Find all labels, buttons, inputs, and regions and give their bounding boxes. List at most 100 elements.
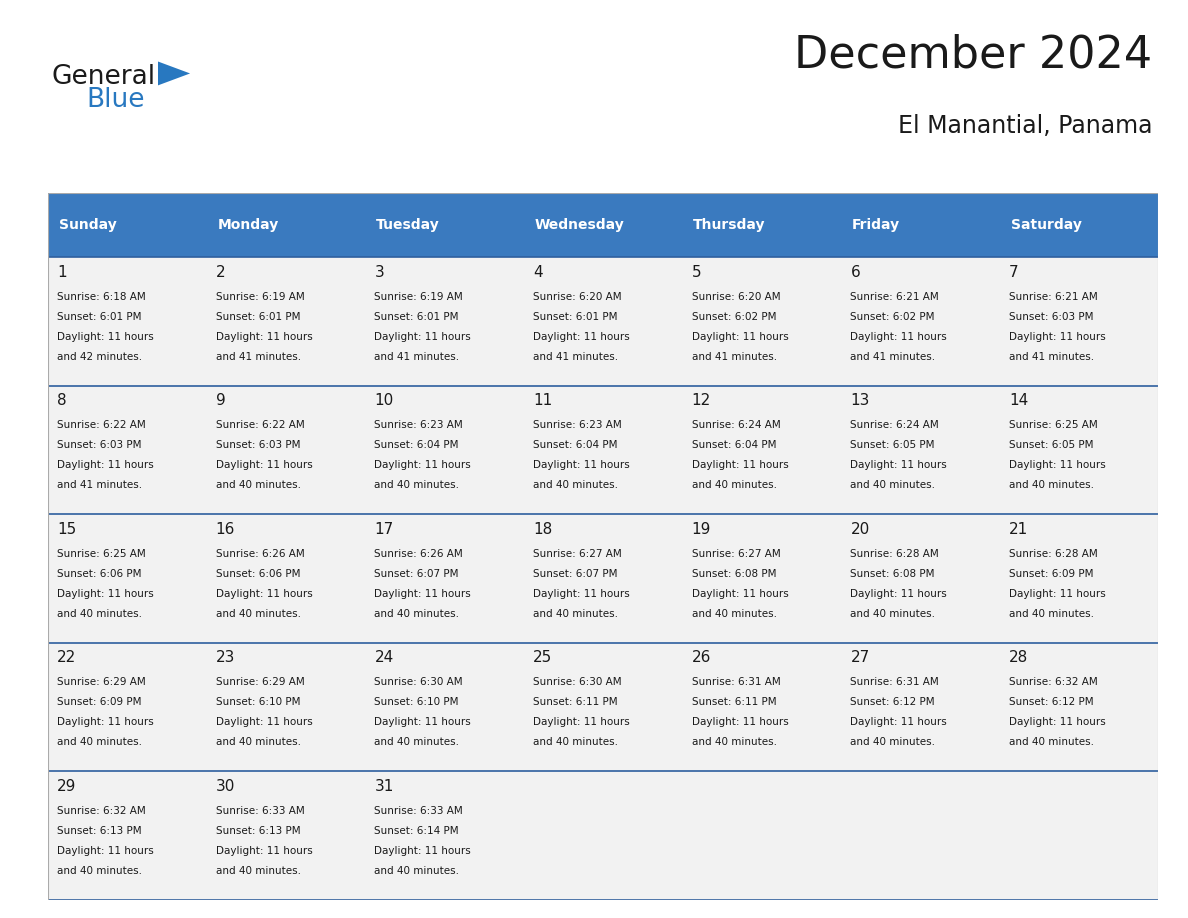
Text: Daylight: 11 hours: Daylight: 11 hours (691, 460, 789, 470)
Text: Friday: Friday (852, 218, 901, 232)
Text: Sunset: 6:04 PM: Sunset: 6:04 PM (374, 441, 459, 450)
Text: Sunset: 6:05 PM: Sunset: 6:05 PM (1009, 441, 1094, 450)
Text: 19: 19 (691, 521, 712, 537)
Text: and 40 minutes.: and 40 minutes. (374, 866, 460, 876)
Text: Sunset: 6:08 PM: Sunset: 6:08 PM (851, 568, 935, 578)
Text: Sunrise: 6:26 AM: Sunrise: 6:26 AM (374, 549, 463, 559)
Text: 9: 9 (216, 393, 226, 409)
Text: Sunset: 6:09 PM: Sunset: 6:09 PM (1009, 568, 1094, 578)
Text: Daylight: 11 hours: Daylight: 11 hours (851, 588, 947, 599)
Text: and 40 minutes.: and 40 minutes. (216, 737, 301, 747)
Text: Sunset: 6:01 PM: Sunset: 6:01 PM (216, 311, 301, 321)
Bar (207, 193, 365, 257)
Text: Sunrise: 6:27 AM: Sunrise: 6:27 AM (691, 549, 781, 559)
Text: 22: 22 (57, 650, 76, 666)
Text: and 40 minutes.: and 40 minutes. (691, 480, 777, 490)
Text: Sunrise: 6:26 AM: Sunrise: 6:26 AM (216, 549, 304, 559)
Text: Thursday: Thursday (694, 218, 766, 232)
Text: 8: 8 (57, 393, 67, 409)
Text: Sunrise: 6:33 AM: Sunrise: 6:33 AM (374, 806, 463, 816)
Text: 2: 2 (216, 264, 226, 280)
Text: Daylight: 11 hours: Daylight: 11 hours (216, 331, 312, 341)
Text: Sunset: 6:13 PM: Sunset: 6:13 PM (57, 826, 141, 835)
Text: Daylight: 11 hours: Daylight: 11 hours (533, 331, 630, 341)
Text: Sunrise: 6:22 AM: Sunrise: 6:22 AM (57, 420, 146, 431)
Text: Daylight: 11 hours: Daylight: 11 hours (374, 845, 472, 856)
Bar (682, 193, 841, 257)
Text: Sunday: Sunday (58, 218, 116, 232)
Text: and 40 minutes.: and 40 minutes. (374, 480, 460, 490)
Text: Sunrise: 6:30 AM: Sunrise: 6:30 AM (533, 677, 621, 688)
Text: and 40 minutes.: and 40 minutes. (216, 609, 301, 619)
Text: 30: 30 (216, 778, 235, 794)
Text: 7: 7 (1009, 264, 1019, 280)
Text: Daylight: 11 hours: Daylight: 11 hours (851, 331, 947, 341)
Text: 21: 21 (1009, 521, 1029, 537)
Text: Sunset: 6:06 PM: Sunset: 6:06 PM (57, 568, 141, 578)
Text: Daylight: 11 hours: Daylight: 11 hours (57, 717, 153, 727)
Text: and 41 minutes.: and 41 minutes. (851, 352, 936, 362)
Text: 29: 29 (57, 778, 76, 794)
Text: and 40 minutes.: and 40 minutes. (533, 480, 618, 490)
Bar (48, 643, 1158, 771)
Text: 27: 27 (851, 650, 870, 666)
Text: Sunrise: 6:20 AM: Sunrise: 6:20 AM (691, 292, 781, 302)
Text: Daylight: 11 hours: Daylight: 11 hours (851, 717, 947, 727)
Text: and 40 minutes.: and 40 minutes. (851, 737, 935, 747)
Text: 17: 17 (374, 521, 393, 537)
Text: Sunset: 6:06 PM: Sunset: 6:06 PM (216, 568, 301, 578)
Text: and 40 minutes.: and 40 minutes. (851, 480, 935, 490)
Text: Sunset: 6:01 PM: Sunset: 6:01 PM (374, 311, 459, 321)
Bar (524, 193, 682, 257)
Text: and 41 minutes.: and 41 minutes. (216, 352, 301, 362)
Text: 26: 26 (691, 650, 712, 666)
Text: and 41 minutes.: and 41 minutes. (691, 352, 777, 362)
Text: 6: 6 (851, 264, 860, 280)
Text: Sunset: 6:02 PM: Sunset: 6:02 PM (851, 311, 935, 321)
Text: 13: 13 (851, 393, 870, 409)
Text: and 41 minutes.: and 41 minutes. (533, 352, 618, 362)
Text: Sunrise: 6:18 AM: Sunrise: 6:18 AM (57, 292, 146, 302)
Text: Sunrise: 6:19 AM: Sunrise: 6:19 AM (216, 292, 304, 302)
Text: and 40 minutes.: and 40 minutes. (1009, 609, 1094, 619)
Text: and 40 minutes.: and 40 minutes. (533, 609, 618, 619)
Text: Daylight: 11 hours: Daylight: 11 hours (533, 717, 630, 727)
Text: 15: 15 (57, 521, 76, 537)
Text: Sunrise: 6:21 AM: Sunrise: 6:21 AM (1009, 292, 1098, 302)
Text: Daylight: 11 hours: Daylight: 11 hours (691, 331, 789, 341)
Text: 12: 12 (691, 393, 712, 409)
Text: and 41 minutes.: and 41 minutes. (1009, 352, 1094, 362)
Text: Daylight: 11 hours: Daylight: 11 hours (1009, 331, 1106, 341)
Text: Sunset: 6:01 PM: Sunset: 6:01 PM (57, 311, 141, 321)
Text: Daylight: 11 hours: Daylight: 11 hours (533, 460, 630, 470)
Text: Sunrise: 6:30 AM: Sunrise: 6:30 AM (374, 677, 463, 688)
Bar (48, 514, 1158, 643)
Text: and 40 minutes.: and 40 minutes. (374, 737, 460, 747)
Text: and 40 minutes.: and 40 minutes. (57, 609, 143, 619)
Text: Daylight: 11 hours: Daylight: 11 hours (1009, 588, 1106, 599)
Text: 16: 16 (216, 521, 235, 537)
Text: Blue: Blue (87, 87, 145, 113)
Text: 4: 4 (533, 264, 543, 280)
Text: Sunset: 6:05 PM: Sunset: 6:05 PM (851, 441, 935, 450)
Text: and 40 minutes.: and 40 minutes. (533, 737, 618, 747)
Text: Sunrise: 6:24 AM: Sunrise: 6:24 AM (851, 420, 940, 431)
Text: Daylight: 11 hours: Daylight: 11 hours (374, 331, 472, 341)
Text: 11: 11 (533, 393, 552, 409)
Text: Sunset: 6:01 PM: Sunset: 6:01 PM (533, 311, 618, 321)
Bar (365, 193, 524, 257)
Text: Daylight: 11 hours: Daylight: 11 hours (1009, 717, 1106, 727)
Text: Sunset: 6:12 PM: Sunset: 6:12 PM (851, 698, 935, 707)
Text: Sunset: 6:13 PM: Sunset: 6:13 PM (216, 826, 301, 835)
Text: 23: 23 (216, 650, 235, 666)
Text: Daylight: 11 hours: Daylight: 11 hours (216, 588, 312, 599)
Text: Daylight: 11 hours: Daylight: 11 hours (57, 588, 153, 599)
Text: Sunrise: 6:21 AM: Sunrise: 6:21 AM (851, 292, 940, 302)
Text: Sunset: 6:11 PM: Sunset: 6:11 PM (691, 698, 777, 707)
Text: 28: 28 (1009, 650, 1029, 666)
Text: Sunrise: 6:25 AM: Sunrise: 6:25 AM (1009, 420, 1098, 431)
Text: Sunrise: 6:31 AM: Sunrise: 6:31 AM (691, 677, 781, 688)
Text: Sunset: 6:03 PM: Sunset: 6:03 PM (57, 441, 141, 450)
Text: Sunrise: 6:19 AM: Sunrise: 6:19 AM (374, 292, 463, 302)
Text: December 2024: December 2024 (795, 33, 1152, 76)
